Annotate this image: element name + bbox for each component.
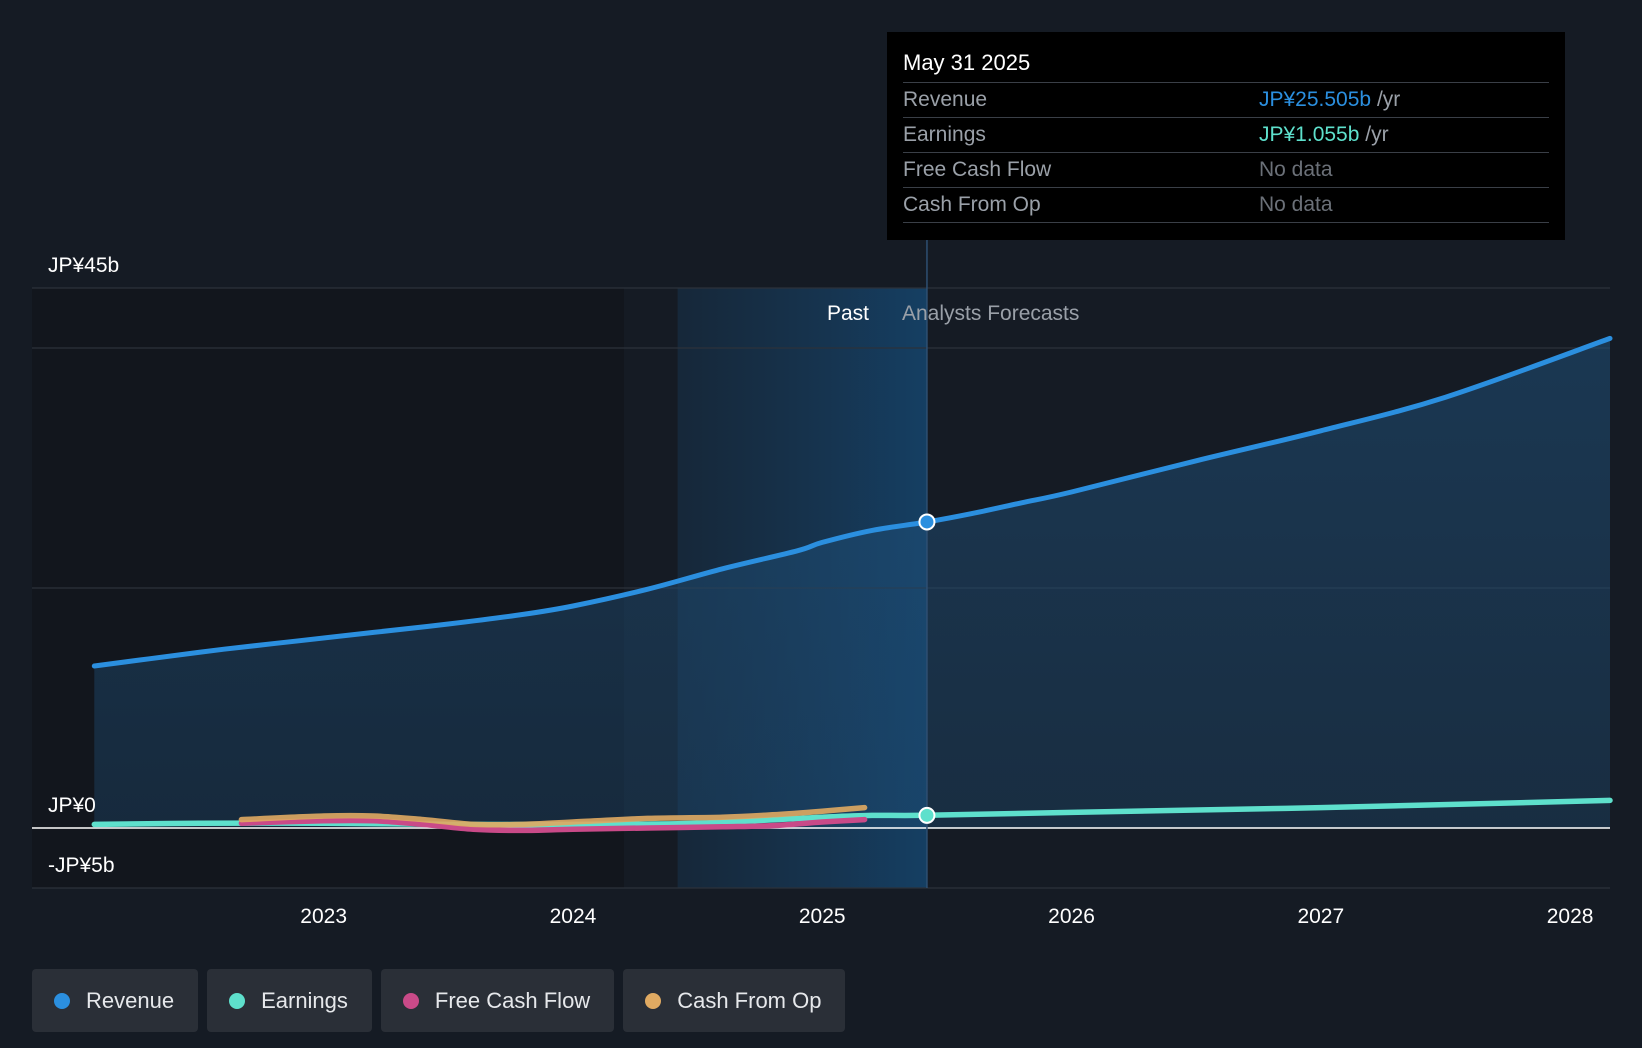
x-tick-label: 2026 — [1048, 905, 1095, 928]
tooltip-value: No data — [1259, 193, 1333, 216]
tooltip: May 31 2025 Revenue JP¥25.505b /yr Earni… — [887, 32, 1565, 240]
legend-item-cash-from-op[interactable]: Cash From Op — [623, 969, 846, 1032]
revenue-highlight-point — [918, 513, 936, 531]
x-tick-label: 2023 — [300, 905, 347, 928]
legend-item-free-cash-flow[interactable]: Free Cash Flow — [380, 969, 615, 1032]
x-tick-label: 2027 — [1297, 905, 1344, 928]
tooltip-row-cash-from-op: Cash From Op No data — [903, 187, 1549, 223]
tooltip-value-text: JP¥1.055b — [1259, 123, 1360, 146]
tooltip-label: Revenue — [903, 88, 988, 111]
series-layer — [91, 335, 1613, 834]
x-axis-ticks: 2023 2024 2025 2026 2027 2028 — [300, 905, 1593, 928]
legend-dot-icon — [645, 992, 662, 1009]
tooltip-label: Earnings — [903, 123, 986, 146]
legend-label: Cash From Op — [677, 987, 822, 1013]
tooltip-unit: /yr — [1376, 88, 1401, 111]
earnings-highlight-point — [918, 806, 936, 824]
x-tick-label: 2025 — [799, 905, 846, 928]
tooltip-value: JP¥25.505b /yr — [1259, 88, 1400, 112]
y-label-zero: JP¥0 — [48, 794, 96, 817]
tooltip-row-free-cash-flow: Free Cash Flow No data — [903, 152, 1549, 187]
tooltip-value-text: JP¥25.505b — [1259, 88, 1372, 111]
forecast-label: Analysts Forecasts — [902, 302, 1079, 325]
tooltip-label: Free Cash Flow — [903, 158, 1052, 181]
cash-from-op-line — [238, 804, 868, 828]
legend-label: Free Cash Flow — [434, 987, 591, 1013]
revenue-line — [91, 335, 1613, 669]
x-tick-label: 2028 — [1547, 905, 1594, 928]
tooltip-value: JP¥1.055b /yr — [1259, 123, 1389, 147]
tooltip-label: Cash From Op — [903, 193, 1041, 216]
legend-item-earnings[interactable]: Earnings — [207, 969, 372, 1032]
legend-item-revenue[interactable]: Revenue — [32, 969, 199, 1032]
legend-label: Revenue — [86, 987, 175, 1013]
y-label-bottom: -JP¥5b — [48, 854, 115, 877]
free-cash-flow-line — [238, 816, 868, 834]
legend-dot-icon — [402, 992, 419, 1009]
tooltip-date: May 31 2025 — [903, 50, 1031, 75]
y-label-top: JP¥45b — [48, 254, 119, 277]
x-tick-label: 2024 — [550, 905, 597, 928]
past-label: Past — [827, 302, 869, 325]
tooltip-value: No data — [1259, 158, 1333, 181]
legend-label: Earnings — [261, 987, 348, 1013]
tooltip-unit: /yr — [1365, 123, 1389, 146]
legend-dot-icon — [54, 992, 70, 1009]
legend-dot-icon — [229, 992, 246, 1009]
revenue-area — [94, 338, 1610, 828]
tooltip-row-revenue: Revenue JP¥25.505b /yr — [903, 82, 1549, 117]
legend: Revenue Earnings Free Cash Flow Cash Fro… — [32, 969, 846, 1032]
tooltip-row-earnings: Earnings JP¥1.055b /yr — [903, 117, 1549, 152]
highlight-points — [918, 513, 936, 824]
